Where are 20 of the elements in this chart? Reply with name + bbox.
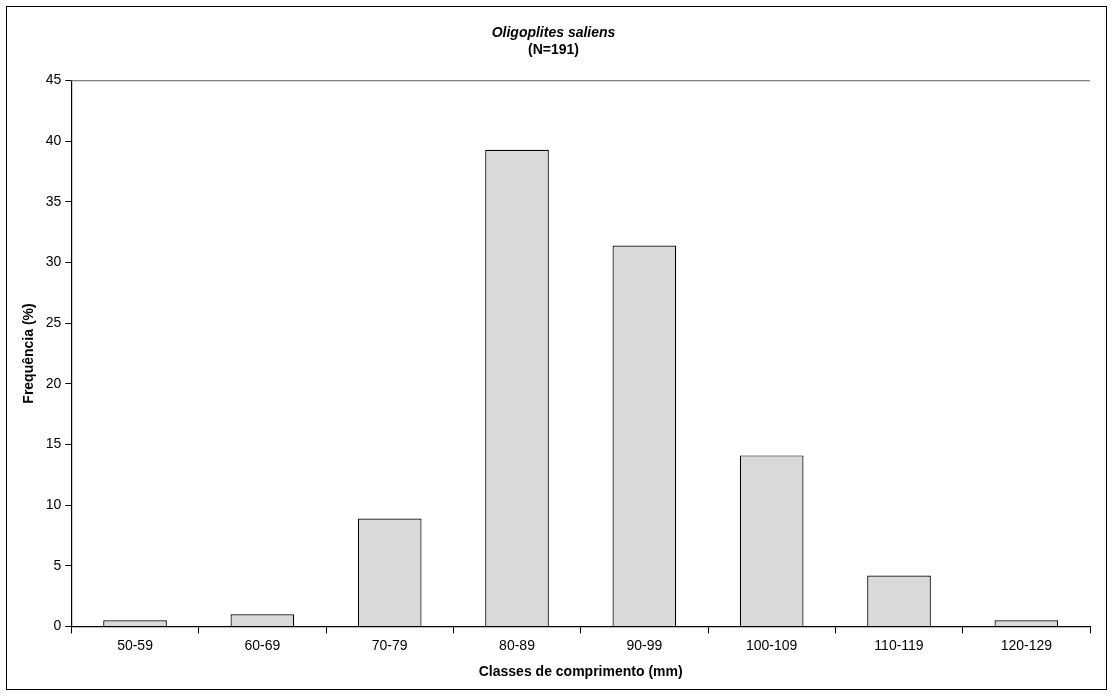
y-tick-label: 5 xyxy=(53,556,62,573)
y-tick-label: 15 xyxy=(45,435,62,452)
x-tick-label: 50-59 xyxy=(117,636,154,653)
y-tick-label: 10 xyxy=(45,495,62,512)
x-tick-label: 100-109 xyxy=(745,636,798,653)
y-axis-title: Frequência (%) xyxy=(20,303,37,404)
x-tick-label: 120-129 xyxy=(1000,636,1053,653)
y-tick-label: 20 xyxy=(45,374,62,391)
y-tick-label: 45 xyxy=(45,71,62,88)
x-tick-label: 90-99 xyxy=(626,636,663,653)
y-tick-label: 25 xyxy=(45,314,62,331)
y-tick-label: 30 xyxy=(45,253,62,270)
x-tick-label: 110-119 xyxy=(874,636,924,653)
x-tick-label: 80-89 xyxy=(499,636,536,653)
y-tick-label: 40 xyxy=(45,132,62,149)
x-tick-label: 60-69 xyxy=(244,636,281,653)
chart-title: Oligoplites saliens xyxy=(491,24,616,41)
x-tick-label: 70-79 xyxy=(371,636,408,653)
y-tick-label: 35 xyxy=(45,192,62,209)
y-tick-label: 0 xyxy=(53,617,62,634)
